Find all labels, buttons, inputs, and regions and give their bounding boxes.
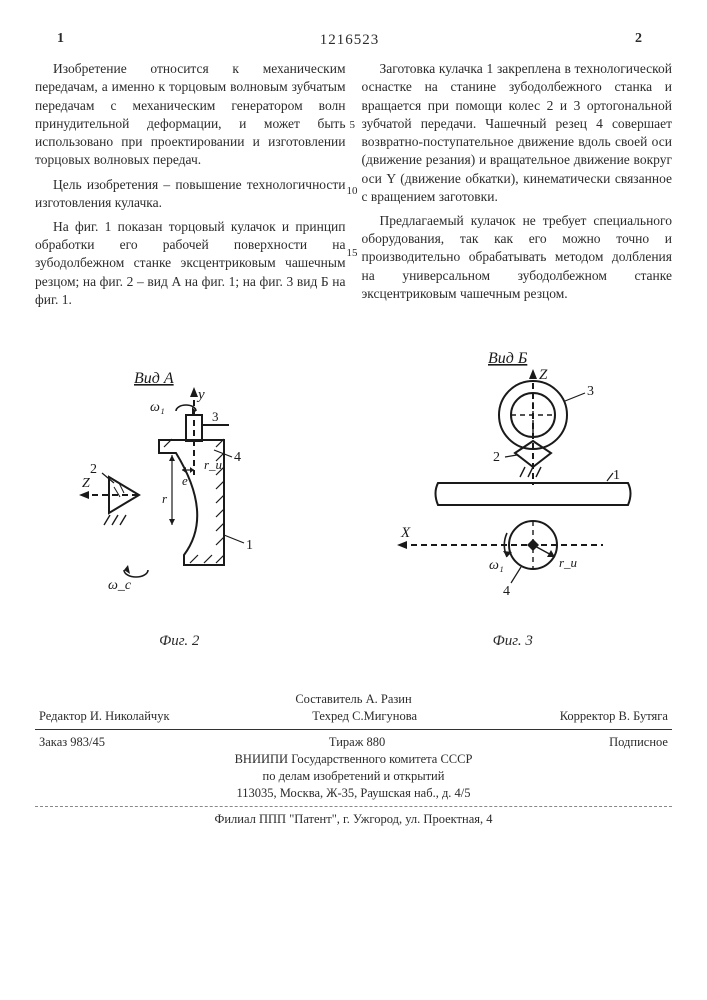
svg-text:e: e (182, 473, 188, 488)
svg-text:2: 2 (493, 450, 500, 465)
svg-text:3: 3 (587, 384, 594, 399)
footer-tech: Техред С.Мигунова (312, 708, 417, 725)
footer-compiler: Составитель А. Разин (35, 691, 672, 708)
right-p1: Заготовка кулачка 1 закреплена в техноло… (362, 60, 673, 206)
svg-text:Z: Z (82, 476, 90, 491)
footer-addr1: 113035, Москва, Ж-35, Раушская наб., д. … (35, 785, 672, 802)
patent-id: 1216523 (252, 30, 447, 50)
svg-text:ω₁: ω₁ (489, 558, 504, 573)
figure-2: Вид А y ω₁ 4 (64, 365, 294, 651)
col-num-right: 2 (447, 30, 672, 50)
footer-credits-row: Редактор И. Николайчук Техред С.Мигунова… (35, 708, 672, 725)
svg-text:X: X (400, 525, 411, 541)
footer-editor: Редактор И. Николайчук (39, 708, 170, 725)
footer-order-row: Заказ 983/45 Тираж 880 Подписное (35, 734, 672, 751)
figures-row: Вид А y ω₁ 4 (35, 345, 672, 651)
line-num-15: 15 (347, 246, 358, 261)
right-p2: Предлагаемый кулачок не требует специаль… (362, 212, 673, 303)
page-footer: Составитель А. Разин Редактор И. Николай… (35, 691, 672, 827)
svg-text:ω_c: ω_c (108, 578, 132, 593)
line-num-5: 5 (350, 118, 356, 133)
left-p1: Изобретение относится к механическим пер… (35, 60, 346, 169)
fig3-view-label: Вид Б (488, 350, 528, 367)
svg-text:1: 1 (613, 468, 620, 483)
svg-text:Z: Z (539, 367, 548, 383)
footer-org1: ВНИИПИ Государственного комитета СССР (35, 751, 672, 768)
footer-corrector: Корректор В. Бутяга (560, 708, 668, 725)
footer-divider-1 (35, 729, 672, 730)
svg-text:r_u: r_u (559, 555, 578, 570)
svg-text:1: 1 (246, 538, 253, 553)
fig2-svg: Вид А y ω₁ 4 (64, 365, 294, 625)
footer-tirazh: Тираж 880 (329, 734, 385, 751)
svg-text:r: r (162, 491, 168, 506)
fig2-caption: Фиг. 2 (64, 631, 294, 651)
footer-order: Заказ 983/45 (39, 734, 105, 751)
svg-text:2: 2 (90, 462, 97, 477)
fig3-svg: Вид Б Z 3 2 (383, 345, 643, 625)
footer-divider-2 (35, 806, 672, 807)
text-columns: Изобретение относится к механическим пер… (35, 60, 672, 315)
footer-org2: по делам изобретений и открытий (35, 768, 672, 785)
line-num-10: 10 (347, 184, 358, 199)
footer-sub: Подписное (609, 734, 668, 751)
col-num-left: 1 (35, 30, 252, 50)
svg-text:4: 4 (503, 584, 510, 599)
right-column: 5 10 15 Заготовка кулачка 1 закреплена в… (362, 60, 673, 315)
svg-text:r_u: r_u (204, 457, 223, 472)
figure-3: Вид Б Z 3 2 (383, 345, 643, 651)
svg-text:ω₁: ω₁ (150, 400, 165, 415)
svg-text:y: y (196, 387, 205, 403)
svg-text:4: 4 (234, 450, 241, 465)
left-p2: Цель изобретения – повышение технологичн… (35, 176, 346, 212)
fig2-view-label: Вид А (134, 370, 174, 387)
svg-text:3: 3 (212, 409, 219, 424)
left-p3: На фиг. 1 показан торцовый кулачок и при… (35, 218, 346, 309)
page-header: 1 1216523 2 (35, 30, 672, 50)
fig3-caption: Фиг. 3 (383, 631, 643, 651)
left-column: Изобретение относится к механическим пер… (35, 60, 346, 315)
footer-branch: Филиал ППП "Патент", г. Ужгород, ул. Про… (35, 811, 672, 828)
